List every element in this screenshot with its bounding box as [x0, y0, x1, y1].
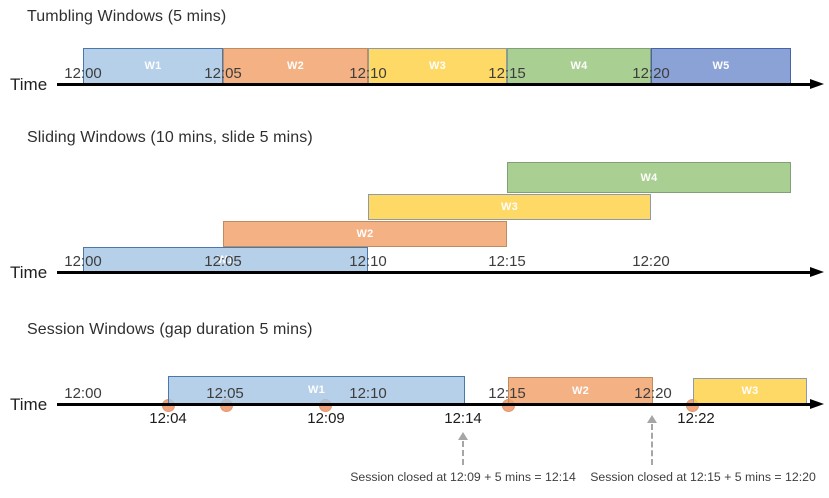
tumbling-window-w3: W3 — [368, 48, 507, 84]
event-time-label: 12:09 — [307, 410, 345, 427]
sliding-tick: 12:00 — [64, 253, 102, 270]
tumbling-title: Tumbling Windows (5 mins) — [27, 8, 227, 25]
event-time-label: 12:22 — [677, 410, 715, 427]
session-tick: 12:15 — [488, 385, 526, 402]
sliding-title: Sliding Windows (10 mins, slide 5 mins) — [27, 129, 313, 146]
window-label: W5 — [712, 60, 730, 72]
tumbling-time-label: Time — [10, 75, 48, 94]
sliding-window-w2: W2 — [223, 221, 507, 247]
window-label: W1 — [144, 60, 162, 72]
tumbling-axis — [57, 83, 811, 86]
tumbling-window-w2: W2 — [223, 48, 368, 84]
sliding-axis-arrow-icon — [810, 267, 824, 277]
session-title: Session Windows (gap duration 5 mins) — [27, 321, 313, 338]
tumbling-tick: 12:05 — [204, 65, 242, 82]
session-tick: 12:10 — [349, 385, 387, 402]
dashed-arrow-line — [651, 424, 653, 465]
sliding-tick: 12:05 — [204, 253, 242, 270]
window-label: W1 — [307, 384, 326, 396]
window-label: W1 — [216, 254, 235, 266]
session-tick: 12:05 — [206, 385, 244, 402]
window-label: W4 — [640, 171, 658, 184]
sliding-time-label: Time — [10, 263, 48, 282]
window-label: W4 — [570, 60, 588, 72]
tumbling-window-w1: W1 — [83, 48, 223, 84]
dashed-arrow-line — [462, 441, 464, 465]
dashed-up-arrow-icon — [647, 415, 657, 423]
session-closed-note-1: Session closed at 12:09 + 5 mins = 12:14 — [350, 470, 576, 484]
window-label: W2 — [571, 384, 590, 397]
tumbling-tick: 12:00 — [64, 65, 102, 82]
event-time-label: 12:04 — [149, 410, 187, 427]
window-label: W3 — [741, 385, 759, 397]
session-time-label: Time — [10, 395, 48, 414]
session-tick: 12:00 — [64, 385, 102, 402]
tumbling-tick: 12:20 — [632, 65, 670, 82]
window-label: W2 — [286, 60, 305, 72]
tumbling-axis-arrow-icon — [810, 79, 824, 89]
window-label: W2 — [356, 228, 374, 240]
session-window-w3: W3 — [693, 378, 807, 404]
sliding-window-w1: W1 — [83, 247, 368, 273]
session-axis — [57, 403, 811, 406]
sliding-tick: 12:20 — [632, 253, 670, 270]
session-closed-note-2: Session closed at 12:15 + 5 mins = 12:20 — [590, 470, 816, 484]
sliding-tick: 12:15 — [488, 253, 526, 270]
sliding-window-w4: W4 — [507, 162, 791, 193]
tumbling-tick: 12:15 — [488, 65, 526, 82]
session-axis-arrow-icon — [810, 399, 824, 409]
window-label: W3 — [500, 201, 519, 213]
tumbling-window-w5: W5 — [651, 48, 791, 84]
session-tick: 12:20 — [634, 385, 672, 402]
window-label: W3 — [428, 60, 447, 72]
event-time-label: 12:14 — [444, 410, 482, 427]
sliding-window-w3: W3 — [368, 194, 651, 220]
dashed-up-arrow-icon — [458, 432, 468, 440]
sliding-axis — [57, 271, 811, 274]
tumbling-window-w4: W4 — [507, 48, 651, 84]
sliding-tick: 12:10 — [349, 253, 387, 270]
tumbling-tick: 12:10 — [349, 65, 387, 82]
session-window-w2: W2 — [508, 377, 653, 404]
